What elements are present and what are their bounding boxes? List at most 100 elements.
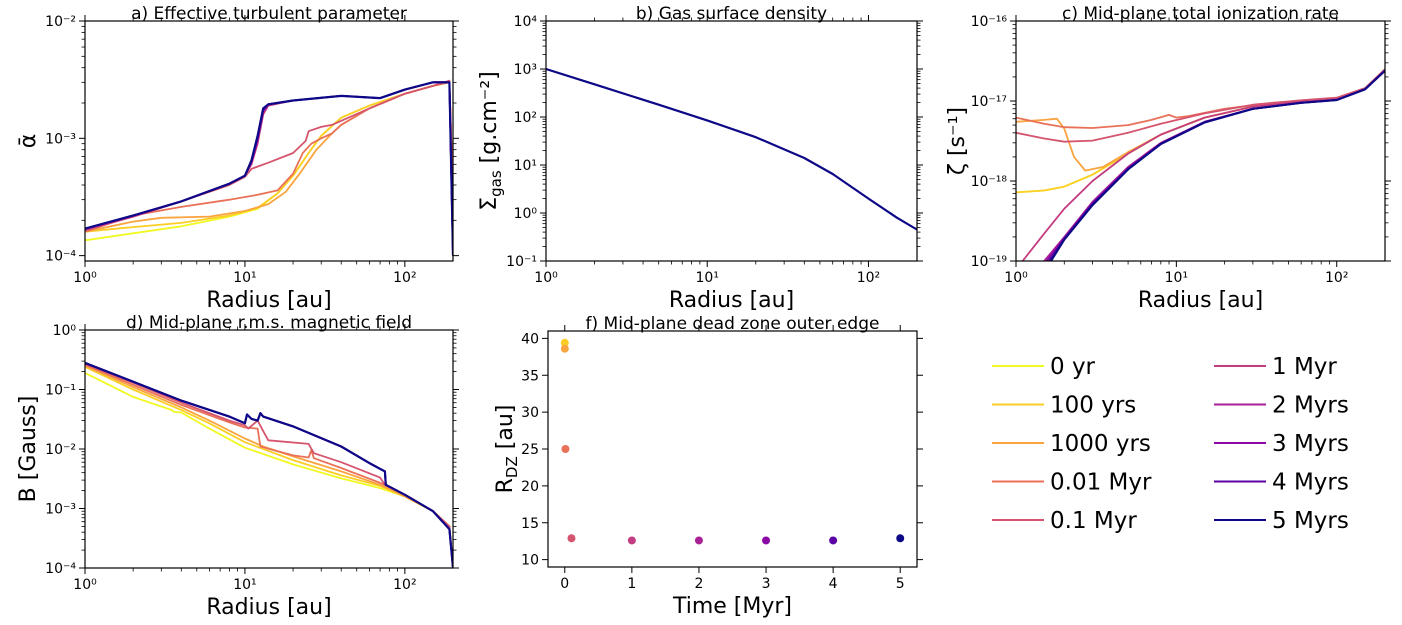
panel-title: b) Gas surface density bbox=[636, 4, 827, 24]
series-line bbox=[85, 366, 453, 568]
y-tick-label: 10⁻¹⁶ bbox=[971, 14, 1008, 30]
legend-label: 0.1 Myr bbox=[1050, 508, 1137, 534]
x-tick-label: 10¹ bbox=[696, 270, 719, 286]
legend-label: 5 Myrs bbox=[1272, 508, 1349, 534]
y-tick-label: 35 bbox=[521, 368, 539, 384]
y-tick-label: 20 bbox=[521, 479, 539, 495]
scatter-point bbox=[561, 445, 570, 453]
x-axis-label: Radius [au] bbox=[669, 288, 794, 313]
legend-label: 0.01 Myr bbox=[1050, 470, 1152, 496]
y-tick-label: 10⁰ bbox=[514, 206, 538, 222]
y-tick-label: 10⁻¹ bbox=[45, 383, 76, 399]
series-line bbox=[85, 363, 453, 568]
y-tick-label: 10³ bbox=[514, 62, 537, 78]
series-line bbox=[85, 81, 453, 256]
x-tick-label: 10² bbox=[393, 577, 416, 593]
axes-frame bbox=[84, 329, 454, 569]
panel-title: d) Mid-plane r.m.s. magnetic field bbox=[126, 313, 412, 333]
x-tick-label: 4 bbox=[829, 576, 838, 592]
y-tick-label: 10⁻⁴ bbox=[45, 561, 76, 577]
series-line bbox=[1016, 69, 1385, 172]
x-tick-label: 10¹ bbox=[233, 270, 256, 286]
plot-area-f bbox=[560, 338, 905, 545]
panel-title: f) Mid-plane dead zone outer edge bbox=[586, 314, 880, 334]
scatter-point bbox=[896, 534, 905, 543]
panel-f: 0 1 2 3 4 5 10 15 20 25 30 35 40 f) Mid-plane dead zo… bbox=[493, 314, 923, 619]
y-tick-label: 10⁻¹⁸ bbox=[971, 174, 1008, 190]
series-line bbox=[85, 364, 453, 568]
x-axis-label: Radius [au] bbox=[206, 288, 331, 313]
legend: 0 yr 100 yrs 1000 yrs 0.01 Myr 0.1 Myr 1 Myr 2… bbox=[992, 354, 1349, 534]
y-axis-label: ᾱ bbox=[16, 134, 41, 149]
series-line bbox=[85, 362, 453, 568]
x-tick-label: 0 bbox=[560, 576, 569, 592]
scatter-point bbox=[560, 344, 569, 353]
scatter-point bbox=[694, 536, 703, 545]
series-line bbox=[85, 81, 453, 256]
x-tick-label: 10¹ bbox=[233, 577, 256, 593]
panel-c: 10⁰ 10¹ 10² 10⁻¹⁹ 10⁻¹⁸ 10⁻¹⁷ 10⁻¹⁶ c) Mid-plan… bbox=[945, 4, 1391, 313]
plot-area-b bbox=[546, 67, 917, 231]
y-tick-label: 10⁻⁴ bbox=[45, 249, 76, 265]
series-line bbox=[85, 362, 453, 568]
x-tick-label: 10⁰ bbox=[73, 270, 97, 286]
series-line bbox=[85, 81, 453, 256]
plot-area-c bbox=[1016, 68, 1385, 261]
series-line bbox=[85, 81, 453, 256]
legend-label: 1 Myr bbox=[1272, 354, 1337, 380]
series-line bbox=[85, 362, 453, 568]
legend-label: 3 Myrs bbox=[1272, 431, 1349, 457]
scatter-point bbox=[567, 534, 576, 543]
y-tick-label: 10⁻¹⁷ bbox=[971, 94, 1007, 110]
scatter-point bbox=[829, 536, 838, 545]
x-tick-label: 10⁰ bbox=[73, 577, 97, 593]
scatter-point bbox=[560, 338, 569, 347]
y-tick-label: 10⁴ bbox=[514, 14, 538, 30]
x-tick-label: 10¹ bbox=[1165, 270, 1188, 286]
y-axis-label: Σgas [g.cm⁻²] bbox=[477, 71, 505, 211]
series-line bbox=[546, 67, 917, 231]
series-line bbox=[1016, 69, 1385, 194]
y-tick-label: 25 bbox=[521, 442, 539, 458]
x-tick-label: 2 bbox=[694, 576, 703, 592]
axes-frame bbox=[547, 330, 918, 568]
legend-label: 2 Myrs bbox=[1272, 393, 1349, 419]
y-tick-label: 10 bbox=[521, 553, 539, 569]
series-line bbox=[1021, 69, 1385, 261]
panel-d: 10⁰ 10¹ 10² 10⁻⁴ 10⁻³ 10⁻² 10⁻¹ 10⁰ d) Mid-plane… bbox=[16, 313, 459, 620]
y-tick-label: 10⁰ bbox=[53, 323, 77, 339]
x-axis-label: Radius [au] bbox=[206, 595, 331, 620]
series-line bbox=[85, 362, 453, 568]
series-line bbox=[85, 81, 453, 256]
y-axis-label: B [Gauss] bbox=[16, 396, 41, 503]
y-tick-label: 40 bbox=[521, 331, 539, 347]
y-tick-label: 10⁻¹⁹ bbox=[971, 254, 1008, 270]
y-tick-label: 15 bbox=[521, 516, 539, 532]
y-tick-label: 10⁻² bbox=[45, 14, 76, 30]
axes-frame bbox=[545, 20, 918, 262]
series-line bbox=[85, 362, 453, 568]
x-axis-label: Radius [au] bbox=[1138, 288, 1263, 313]
y-axis-label: ζ [s⁻¹] bbox=[945, 107, 970, 175]
y-tick-label: 10⁻³ bbox=[45, 502, 76, 518]
series-line bbox=[1049, 69, 1385, 261]
legend-label: 100 yrs bbox=[1050, 393, 1136, 419]
y-tick-label: 10⁻² bbox=[45, 442, 76, 458]
scatter-point bbox=[627, 536, 636, 545]
x-axis-label: Time [Myr] bbox=[672, 594, 792, 619]
x-tick-label: 10² bbox=[393, 270, 416, 286]
plot-area-d bbox=[85, 361, 453, 568]
plot-area-a bbox=[85, 79, 453, 256]
scatter-point bbox=[762, 536, 771, 545]
series-line bbox=[1016, 68, 1385, 143]
axes-frame bbox=[84, 20, 454, 262]
y-tick-label: 10⁻¹ bbox=[506, 254, 537, 270]
series-line bbox=[85, 372, 453, 568]
x-tick-label: 10² bbox=[1325, 270, 1348, 286]
y-tick-label: 10⁻³ bbox=[45, 131, 76, 147]
panel-a: 10⁰ 10¹ 10² 10⁻⁴ 10⁻³ 10⁻² a) Effective turbul… bbox=[16, 4, 459, 313]
y-tick-label: 10¹ bbox=[514, 158, 537, 174]
legend-label: 1000 yrs bbox=[1050, 431, 1151, 457]
